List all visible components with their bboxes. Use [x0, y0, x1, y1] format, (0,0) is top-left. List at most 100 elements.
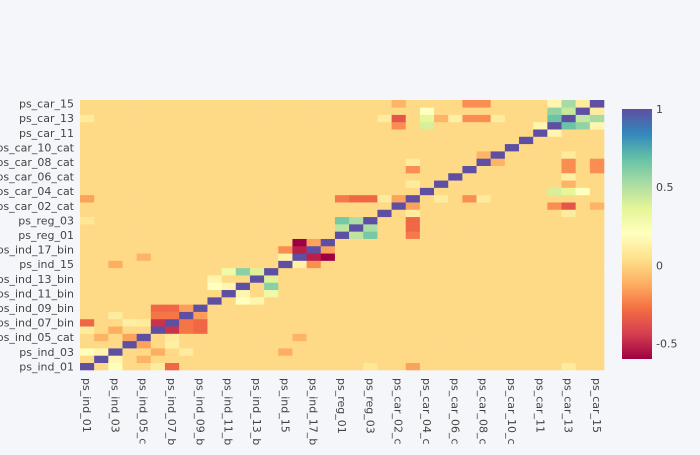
heatmap-cell — [349, 107, 364, 115]
heatmap-cell — [519, 318, 534, 327]
heatmap-cell — [164, 260, 180, 269]
heatmap-cell — [349, 224, 364, 232]
heatmap-cell — [306, 318, 322, 327]
heatmap-cell — [164, 267, 180, 276]
heatmap-cell — [249, 355, 265, 364]
heatmap-cell — [391, 297, 407, 305]
heatmap-cell — [533, 158, 548, 166]
heatmap-cell — [164, 282, 180, 291]
heatmap-cell — [547, 187, 562, 196]
heatmap-cell — [193, 151, 208, 159]
heatmap-cell — [249, 107, 265, 115]
heatmap-cell — [207, 326, 222, 334]
heatmap-cell — [306, 355, 322, 364]
heatmap-cell — [264, 114, 279, 123]
heatmap-cell — [278, 129, 293, 137]
heatmap-cell — [292, 136, 307, 145]
heatmap-cell — [519, 107, 534, 115]
heatmap-cell — [575, 114, 591, 123]
heatmap-cell — [490, 209, 506, 218]
heatmap-cell — [249, 158, 265, 166]
heatmap-cell — [221, 143, 237, 152]
heatmap-cell — [476, 362, 491, 371]
heatmap-cell — [589, 231, 605, 239]
heatmap-cell — [419, 362, 435, 371]
heatmap-cell — [193, 282, 208, 291]
heatmap-cell — [164, 136, 180, 145]
heatmap-cell — [561, 275, 576, 283]
heatmap-cell — [547, 158, 562, 166]
heatmap-cell — [136, 253, 152, 261]
heatmap-cell — [150, 311, 166, 320]
heatmap-cell — [419, 297, 435, 305]
heatmap-cell — [363, 275, 378, 283]
heatmap-cell — [561, 224, 576, 232]
heatmap-cell — [504, 187, 520, 196]
heatmap-cell — [448, 326, 463, 334]
heatmap-cell — [462, 362, 477, 371]
heatmap-cell — [377, 194, 392, 203]
heatmap-cell — [504, 275, 520, 283]
heatmap-cell — [249, 121, 265, 130]
heatmap-cell — [334, 326, 350, 334]
heatmap-cell — [363, 311, 378, 320]
heatmap-cell — [292, 326, 307, 334]
heatmap-cell — [136, 340, 152, 349]
heatmap-cell — [122, 209, 137, 218]
heatmap-cell — [490, 143, 506, 152]
heatmap-cell — [419, 165, 435, 174]
heatmap-cell — [264, 297, 279, 305]
x-tick-label: ps_ind_13_b — [250, 378, 263, 445]
y-tick-label: ps_ind_11_bin — [0, 287, 74, 300]
heatmap-cell — [292, 202, 307, 210]
heatmap-cell — [264, 245, 279, 254]
heatmap-cell — [504, 311, 520, 320]
heatmap-cell — [80, 231, 95, 239]
heatmap-cell — [334, 107, 350, 115]
heatmap-cell — [561, 333, 576, 342]
heatmap-cell — [476, 187, 491, 196]
heatmap-cell — [278, 151, 293, 159]
heatmap-cell — [80, 216, 95, 225]
heatmap-cell — [589, 114, 605, 123]
heatmap-cell — [476, 275, 491, 283]
x-tick-label: ps_car_06_c — [448, 378, 461, 445]
heatmap-cell — [533, 253, 548, 261]
heatmap-cell — [405, 304, 421, 312]
heatmap-cell — [320, 238, 336, 247]
heatmap-cell — [278, 216, 293, 225]
heatmap-cell — [94, 172, 109, 181]
heatmap-cell — [278, 311, 293, 320]
heatmap-cell — [519, 209, 534, 218]
heatmap-cell — [405, 209, 421, 218]
heatmap-cell — [462, 318, 477, 327]
heatmap-cell — [249, 172, 265, 181]
heatmap-cell — [150, 216, 166, 225]
heatmap-cell — [448, 172, 463, 181]
heatmap-cell — [136, 267, 152, 276]
heatmap-cell — [334, 348, 350, 356]
heatmap-cell — [419, 121, 435, 130]
heatmap-cell — [207, 333, 222, 342]
heatmap-cell — [136, 172, 152, 181]
heatmap-cell — [179, 187, 194, 196]
heatmap-cell — [533, 238, 548, 247]
heatmap-cell — [136, 275, 152, 283]
heatmap-cell — [80, 304, 95, 312]
heatmap-cell — [249, 114, 265, 123]
heatmap-cell — [164, 165, 180, 174]
heatmap-cell — [150, 267, 166, 276]
heatmap-cell — [448, 304, 463, 312]
heatmap-cell — [561, 172, 576, 181]
heatmap-cell — [207, 165, 222, 174]
heatmap-cell — [462, 231, 477, 239]
heatmap-cell — [264, 187, 279, 196]
heatmap-cell — [462, 129, 477, 137]
heatmap-cell — [405, 180, 421, 188]
heatmap-cell — [448, 253, 463, 261]
heatmap-cell — [306, 187, 322, 196]
heatmap-cell — [547, 340, 562, 349]
heatmap-cell — [150, 172, 166, 181]
heatmap-cell — [391, 253, 407, 261]
heatmap-cell — [533, 136, 548, 145]
